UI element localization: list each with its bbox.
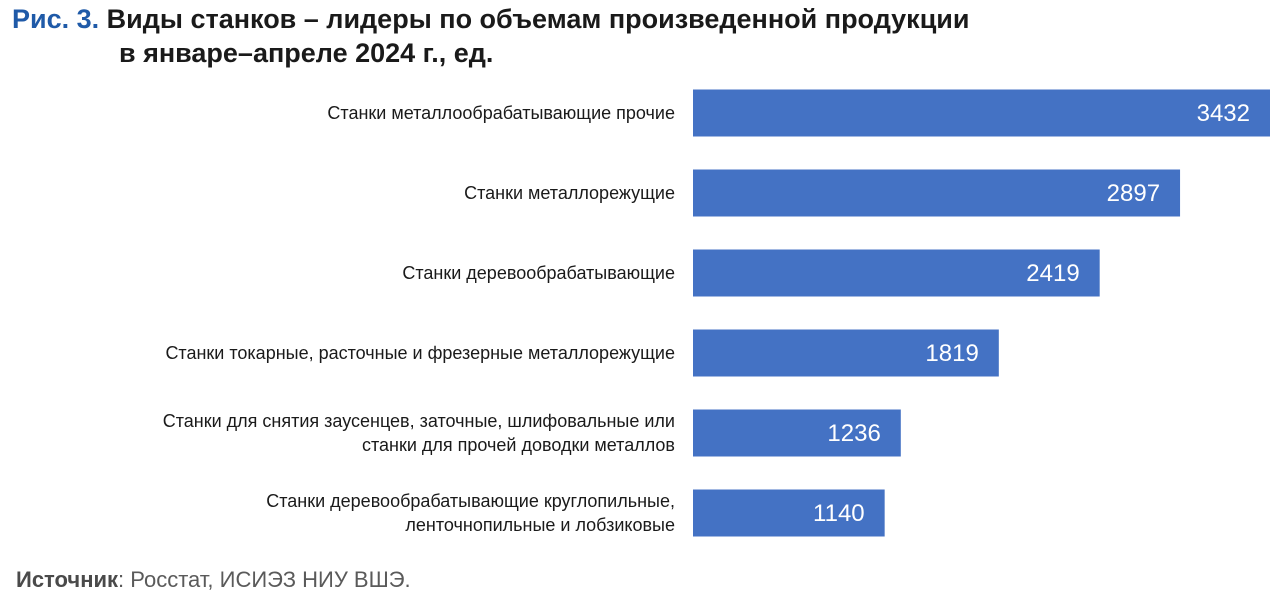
bar-value-label-3: 1819 xyxy=(925,340,978,367)
category-label-4-line-1: станки для прочей доводки металлов xyxy=(362,435,675,455)
source-text: : Росстат, ИСИЭЗ НИУ ВШЭ. xyxy=(118,567,411,592)
bar-1 xyxy=(693,169,1181,217)
bar-0 xyxy=(693,89,1270,137)
category-label-5-line-0: Станки деревообрабатывающие круглопильны… xyxy=(266,491,675,511)
bar-value-label-1: 2897 xyxy=(1107,180,1160,207)
bar-4 xyxy=(693,409,901,457)
category-label-1-line-0: Станки металлорежущие xyxy=(464,183,675,203)
bar-value-label-2: 2419 xyxy=(1026,260,1079,287)
source-label: Источник xyxy=(16,567,119,592)
bar-value-label-4: 1236 xyxy=(827,420,880,447)
title-line-1: Рис. 3. Виды станков – лидеры по объемам… xyxy=(12,2,1212,36)
bar-value-label-0: 3432 xyxy=(1197,100,1250,127)
bar-chart: 3432 Станки металлообрабатывающие прочие 2… xyxy=(163,89,1270,537)
source-note: Источник: Росстат, ИСИЭЗ НИУ ВШЭ. xyxy=(16,567,411,593)
bar-value-label-5: 1140 xyxy=(813,500,865,527)
title-text-line-2: в январе–апреле 2024 г., ед. xyxy=(119,38,494,68)
figure-number: Рис. 3. xyxy=(12,4,100,34)
figure-title: Рис. 3. Виды станков – лидеры по объемам… xyxy=(12,2,1212,70)
bar-3 xyxy=(693,329,999,377)
bar-5 xyxy=(693,489,885,537)
bar-2 xyxy=(693,249,1100,297)
category-label-2-line-0: Станки деревообрабатывающие xyxy=(402,263,675,283)
category-label-0-line-0: Станки металлообрабатывающие прочие xyxy=(327,103,675,123)
category-label-3-line-0: Станки токарные, расточные и фрезерные м… xyxy=(165,343,675,363)
category-label-5-line-1: ленточнопильные и лобзиковые xyxy=(405,515,675,535)
category-label-4-line-0: Станки для снятия заусенцев, заточные, ш… xyxy=(163,411,675,431)
title-text-line-1: Виды станков – лидеры по объемам произве… xyxy=(106,4,970,34)
